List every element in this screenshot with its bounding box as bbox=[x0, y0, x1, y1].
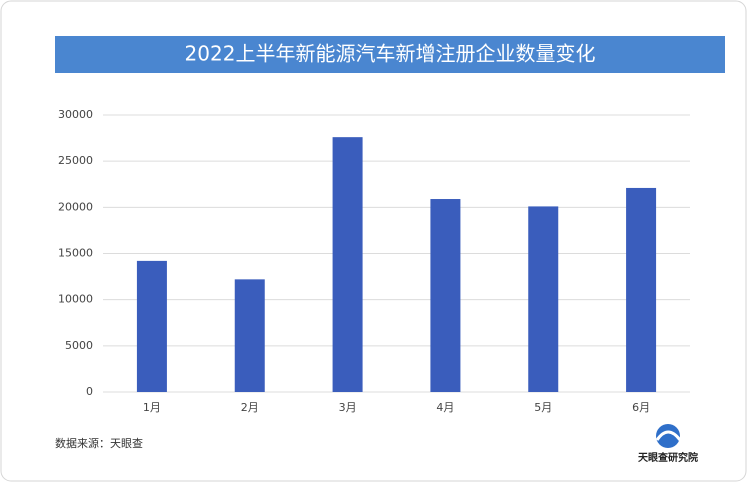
y-tick-label: 5000 bbox=[65, 339, 93, 352]
y-tick-label: 20000 bbox=[58, 200, 93, 213]
bar bbox=[528, 206, 559, 392]
y-tick-label: 10000 bbox=[58, 293, 93, 306]
y-tick-label: 30000 bbox=[58, 108, 93, 121]
bar bbox=[234, 279, 265, 392]
source-note: 数据来源：天眼查 bbox=[55, 436, 143, 450]
chart-title: 2022上半年新能源汽车新增注册企业数量变化 bbox=[185, 42, 596, 66]
y-tick-label: 25000 bbox=[58, 154, 93, 167]
bar bbox=[430, 199, 461, 392]
logo bbox=[655, 424, 682, 448]
logo-icon bbox=[656, 424, 680, 448]
x-tick-label: 4月 bbox=[436, 401, 454, 414]
x-tick-label: 5月 bbox=[534, 401, 552, 414]
bar bbox=[332, 137, 363, 392]
x-tick-label: 6月 bbox=[632, 401, 650, 414]
logo-text: 天眼查研究院 bbox=[638, 451, 698, 464]
bar bbox=[136, 260, 167, 392]
x-tick-label: 1月 bbox=[143, 401, 161, 414]
y-tick-label: 15000 bbox=[58, 247, 93, 260]
y-tick-label: 0 bbox=[86, 385, 93, 398]
x-tick-label: 3月 bbox=[339, 401, 357, 414]
x-tick-label: 2月 bbox=[241, 401, 259, 414]
title-bar bbox=[55, 36, 725, 73]
logo-arc bbox=[655, 430, 682, 441]
bar bbox=[626, 187, 657, 392]
